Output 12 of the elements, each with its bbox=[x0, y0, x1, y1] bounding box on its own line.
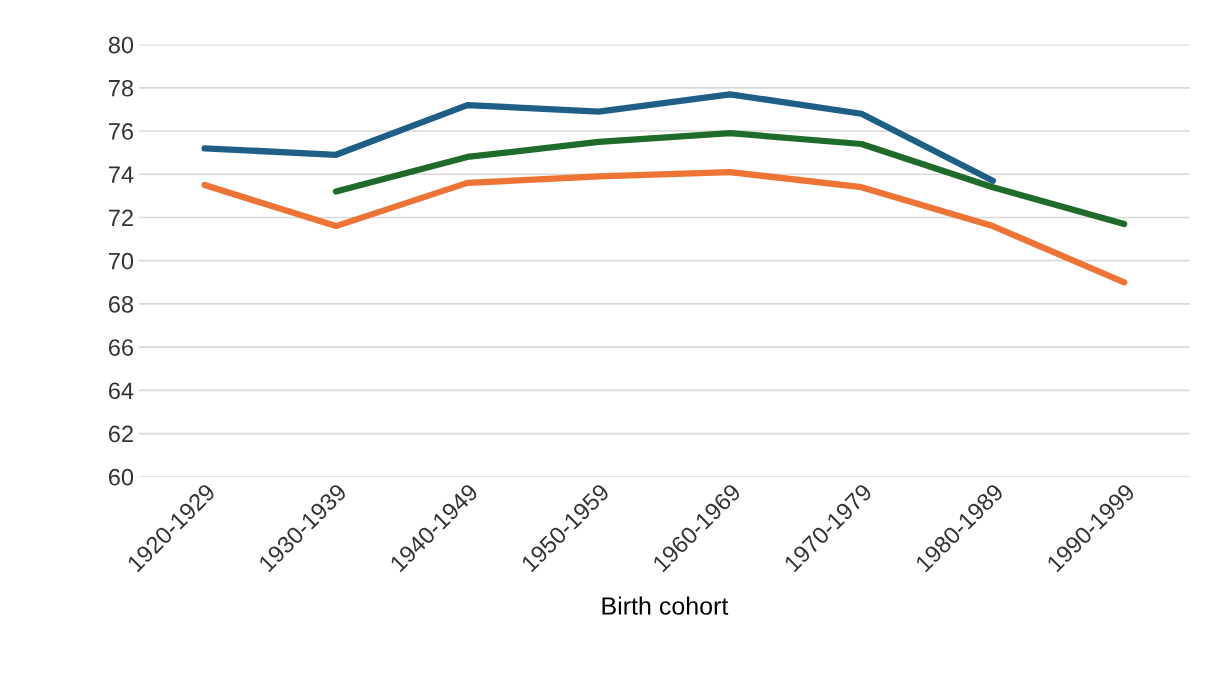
y-tick-label: 80 bbox=[108, 36, 134, 54]
y-tick-label: 74 bbox=[109, 166, 134, 183]
y-tick-label: 76 bbox=[109, 123, 134, 140]
y-tick-label: 78 bbox=[109, 79, 134, 97]
y-tick-label: 66 bbox=[109, 339, 134, 356]
x-axis-title: Birth cohort bbox=[602, 596, 729, 615]
y-tick-label: 70 bbox=[109, 252, 134, 270]
y-tick-label: 62 bbox=[109, 425, 133, 443]
y-tick-label: 68 bbox=[109, 295, 134, 313]
y-tick-label: 60 bbox=[109, 468, 134, 486]
y-tick-label: 72 bbox=[109, 209, 133, 227]
y-tick-label: 64 bbox=[109, 382, 134, 400]
